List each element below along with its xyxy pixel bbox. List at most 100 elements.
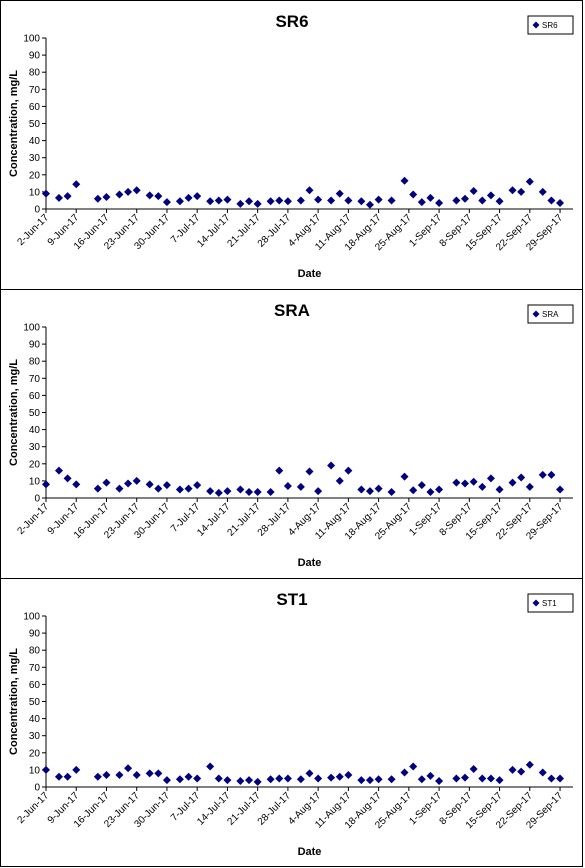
data-point: [206, 197, 215, 206]
data-point: [547, 774, 556, 783]
data-point: [72, 480, 81, 489]
data-point: [193, 481, 202, 490]
legend-box: [527, 15, 574, 35]
data-point: [206, 762, 215, 771]
data-series: [42, 176, 565, 209]
data-point: [365, 487, 374, 496]
data-point: [193, 192, 202, 201]
data-point: [344, 196, 353, 205]
data-point: [508, 186, 517, 195]
data-point: [296, 482, 305, 491]
data-point: [214, 774, 223, 783]
scatter-chart-sra: SRA01020304050607080901002-Jun-179-Jun-1…: [8, 301, 574, 569]
data-point: [426, 771, 435, 780]
data-point: [275, 774, 284, 783]
y-tick-label: 90: [29, 51, 41, 62]
data-point: [517, 473, 526, 482]
data-point: [236, 485, 245, 494]
data-point: [469, 477, 478, 486]
data-point: [175, 485, 184, 494]
y-tick-label: 30: [29, 731, 41, 742]
legend-box: [527, 593, 574, 613]
data-point: [486, 774, 495, 783]
y-tick-label: 40: [29, 136, 41, 147]
x-tick-label: 2-Jun-17: [15, 212, 51, 248]
data-point: [115, 484, 124, 493]
data-point: [245, 197, 254, 206]
data-point: [400, 768, 409, 777]
data-point: [357, 197, 366, 206]
data-point: [365, 200, 374, 209]
data-point: [162, 481, 171, 490]
data-point: [461, 773, 470, 782]
data-point: [409, 762, 418, 771]
y-tick-label: 0: [34, 783, 40, 794]
data-series: [42, 461, 565, 497]
data-point: [154, 769, 163, 778]
y-tick-label: 100: [23, 34, 40, 45]
legend-label: ST1: [542, 599, 557, 608]
data-point: [344, 771, 353, 780]
y-tick-label: 50: [29, 119, 41, 130]
data-point: [374, 484, 383, 493]
data-point: [409, 190, 418, 199]
data-point: [305, 467, 314, 476]
data-point: [387, 775, 396, 784]
data-point: [314, 774, 323, 783]
data-point: [184, 484, 193, 493]
data-point: [305, 186, 314, 195]
data-point: [296, 196, 305, 205]
data-point: [495, 776, 504, 785]
data-point: [162, 198, 171, 207]
y-tick-label: 10: [29, 765, 41, 776]
data-point: [132, 771, 141, 780]
data-point: [124, 764, 133, 773]
data-point: [547, 196, 556, 205]
data-point: [400, 472, 409, 481]
x-axis-label: Date: [298, 268, 322, 280]
chart-title: SRA: [274, 301, 310, 320]
data-point: [525, 760, 534, 769]
data-point: [400, 176, 409, 185]
data-point: [387, 196, 396, 205]
data-point: [435, 777, 444, 786]
data-point: [435, 199, 444, 208]
legend-marker: [532, 21, 540, 29]
y-tick-label: 40: [29, 714, 41, 725]
data-point: [283, 197, 292, 206]
data-point: [214, 196, 223, 205]
data-point: [508, 478, 517, 487]
y-tick-label: 10: [29, 187, 41, 198]
data-point: [538, 187, 547, 196]
data-point: [253, 488, 262, 497]
data-point: [193, 774, 202, 783]
data-point: [327, 773, 336, 782]
scatter-chart-sr6: SR601020304050607080901002-Jun-179-Jun-1…: [8, 12, 574, 280]
chart-panel-sr6: SR6 0 10 20 30 40 50 60 70 80 90 100 2-Jun-17 9-Jun-1…: [0, 0, 583, 290]
data-point: [275, 466, 284, 475]
data-point: [461, 479, 470, 488]
data-point: [283, 774, 292, 783]
data-point: [54, 772, 63, 781]
data-point: [335, 772, 344, 781]
data-point: [223, 776, 232, 785]
data-point: [223, 195, 232, 204]
data-point: [145, 191, 154, 200]
y-tick-label: 80: [29, 68, 41, 79]
data-series: [42, 760, 565, 786]
data-point: [72, 180, 81, 189]
data-point: [283, 482, 292, 491]
data-point: [102, 193, 111, 202]
data-point: [495, 197, 504, 206]
data-point: [469, 187, 478, 196]
legend-label: SR6: [542, 21, 558, 30]
data-point: [387, 488, 396, 497]
chart-panel-st1: ST1 0 10 20 30 40 50 60 70 80 90 100 2-Jun-17 9-Jun-1…: [0, 578, 583, 867]
data-point: [461, 194, 470, 203]
chart-title: SR6: [275, 12, 308, 31]
data-point: [184, 772, 193, 781]
data-point: [223, 487, 232, 496]
data-point: [547, 470, 556, 479]
data-point: [357, 485, 366, 494]
data-point: [266, 197, 275, 206]
